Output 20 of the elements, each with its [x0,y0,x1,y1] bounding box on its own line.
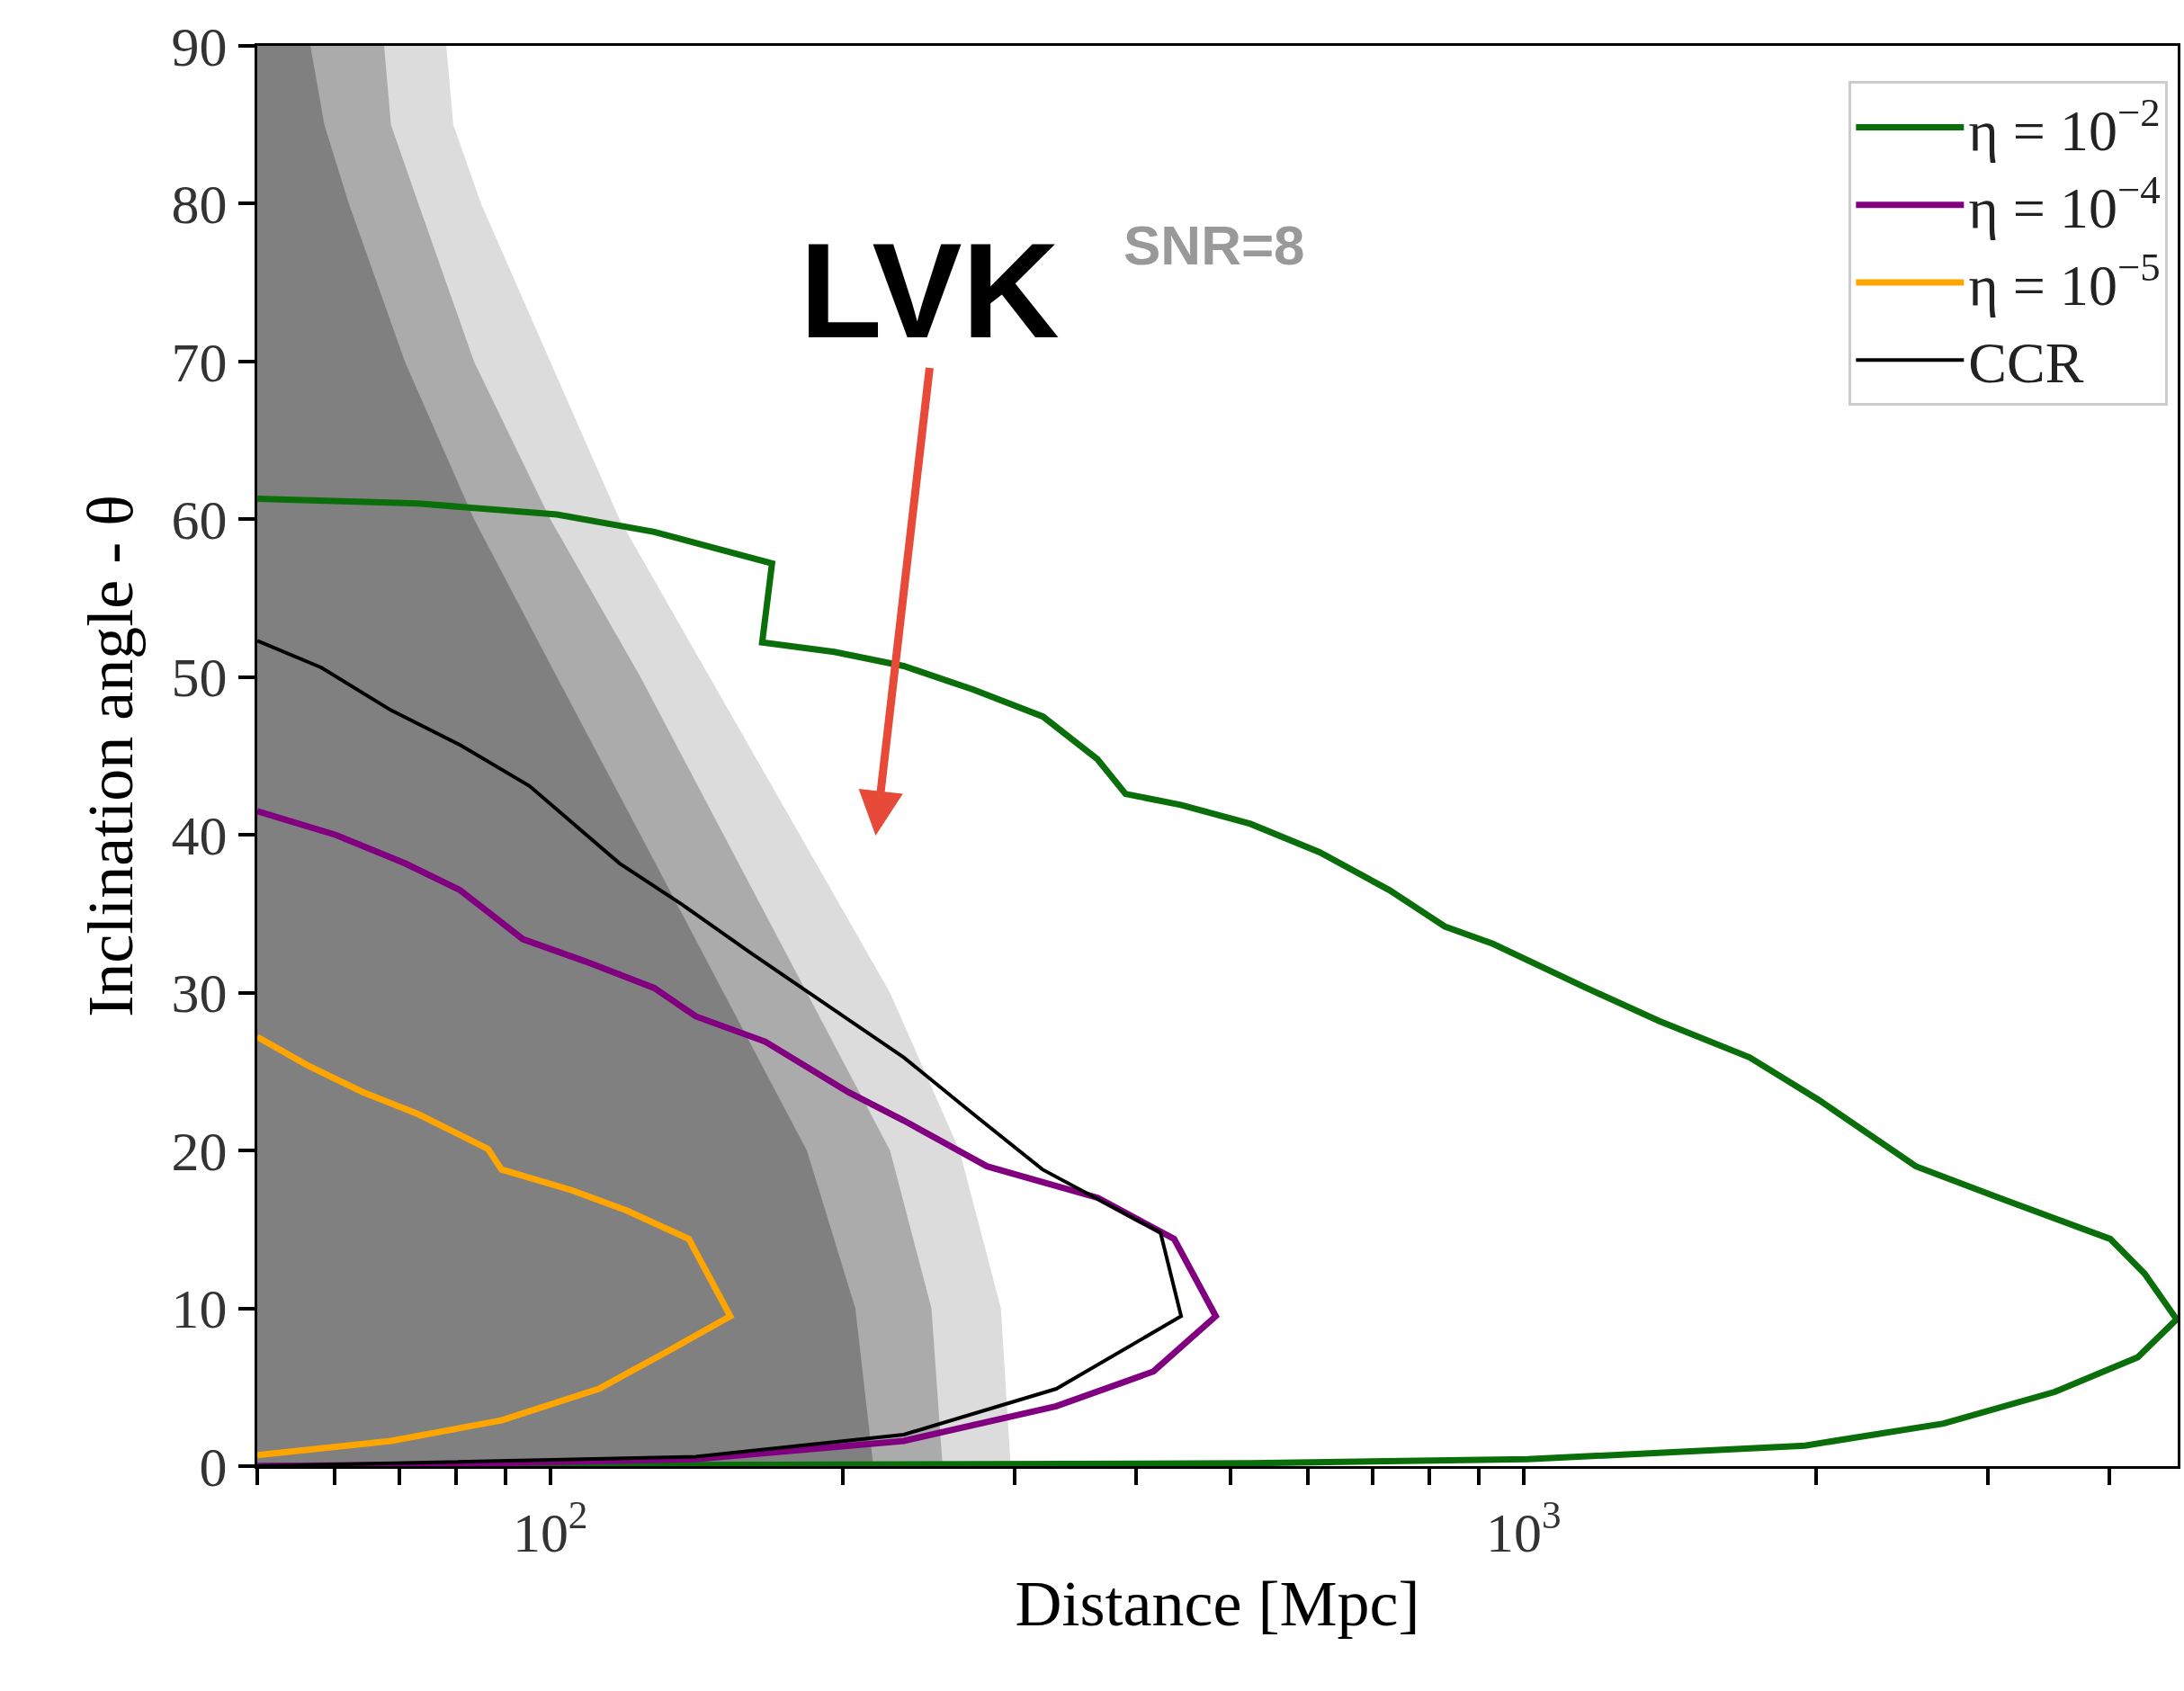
legend-label: η = 10$^{−2}$ [1968,89,2161,163]
y-tick-label: 80 [171,174,228,236]
y-tick-label: 90 [171,15,228,77]
y-tick-label: 50 [171,647,228,709]
y-axis-title: Inclination angle - θ [74,495,147,1017]
y-tick-label: 40 [171,804,228,866]
annotation: LVK [800,215,1060,366]
x-tick-label: 10$^{2}$ [512,1493,588,1564]
y-tick-label: 0 [199,1436,228,1498]
legend-label: CCR [1968,331,2084,396]
legend-label: η = 10$^{−4}$ [1968,166,2161,240]
y-tick-label: 10 [171,1278,228,1340]
y-tick-label: 20 [171,1120,228,1182]
y-tick-label: 60 [171,489,228,551]
y-tick-label: 30 [171,962,228,1024]
y-tick-label: 70 [171,331,228,393]
legend-label: η = 10$^{−5}$ [1968,245,2161,318]
x-axis-title: Distance [Mpc] [1015,1568,1420,1641]
x-tick-label: 10$^{3}$ [1485,1493,1562,1564]
annotation: SNR=8 [1123,214,1305,276]
